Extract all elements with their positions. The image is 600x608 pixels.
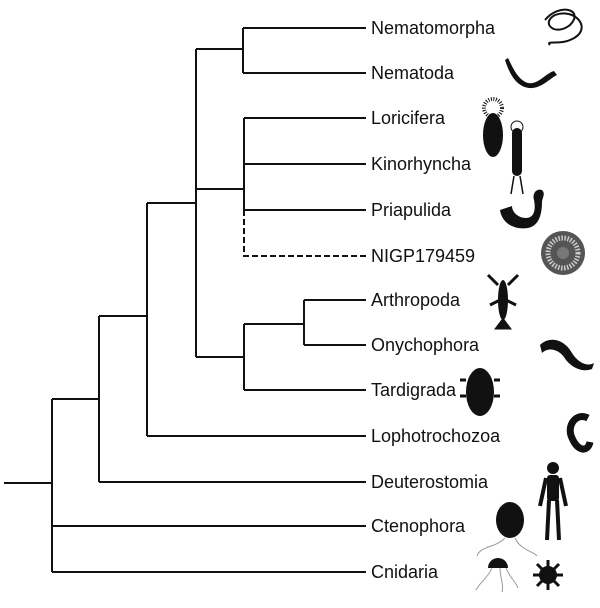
taxon-label-lophotrochozoa: Lophotrochozoa [371,426,501,446]
taxon-label-kinorhyncha: Kinorhyncha [371,154,472,174]
branch-nigp-dashed [243,210,366,257]
node-bilateria [98,315,366,483]
fossil-disc-image [541,231,585,275]
taxon-label-onychophora: Onychophora [371,335,480,355]
tardigrade-silhouette [460,368,500,416]
taxon-label-cnidaria: Cnidaria [371,562,439,582]
node-scalidophora [243,117,366,211]
lobster-silhouette [486,273,520,330]
node-arthropoda-onychophora [303,299,366,346]
jellyfish-silhouette [475,558,563,593]
node-panarthropoda [243,323,366,391]
taxon-label-nematomorpha: Nematomorpha [371,18,496,38]
velvet-worm-silhouette [540,339,594,371]
taxon-labels: Nematomorpha Nematoda Loricifera Kinorhynch… [371,18,501,582]
node-nematoida [242,27,366,74]
taxon-label-deuterostomia: Deuterostomia [371,472,489,492]
hairworm-silhouette [544,8,583,46]
node-ecdysozoa [195,48,244,358]
comb-jelly-silhouette [476,502,538,557]
node-metazoa [51,398,366,573]
taxon-label-nematoda: Nematoda [371,63,455,83]
taxon-label-arthropoda: Arthropoda [371,290,461,310]
annelid-silhouette [566,413,594,453]
taxon-label-nigp: NIGP179459 [371,246,475,266]
priapulid-silhouette [500,189,544,229]
taxon-label-priapulida: Priapulida [371,200,452,220]
taxon-label-tardigrada: Tardigrada [371,380,457,400]
taxon-label-ctenophora: Ctenophora [371,516,466,536]
kinorhynch-silhouette [510,120,524,195]
taxon-label-loricifera: Loricifera [371,108,446,128]
human-silhouette [538,462,568,541]
roundworm-silhouette [505,58,557,89]
silhouettes [460,8,594,593]
tree-branches [4,27,366,573]
loriciferan-silhouette [482,97,504,157]
node-protostomia [146,202,366,437]
